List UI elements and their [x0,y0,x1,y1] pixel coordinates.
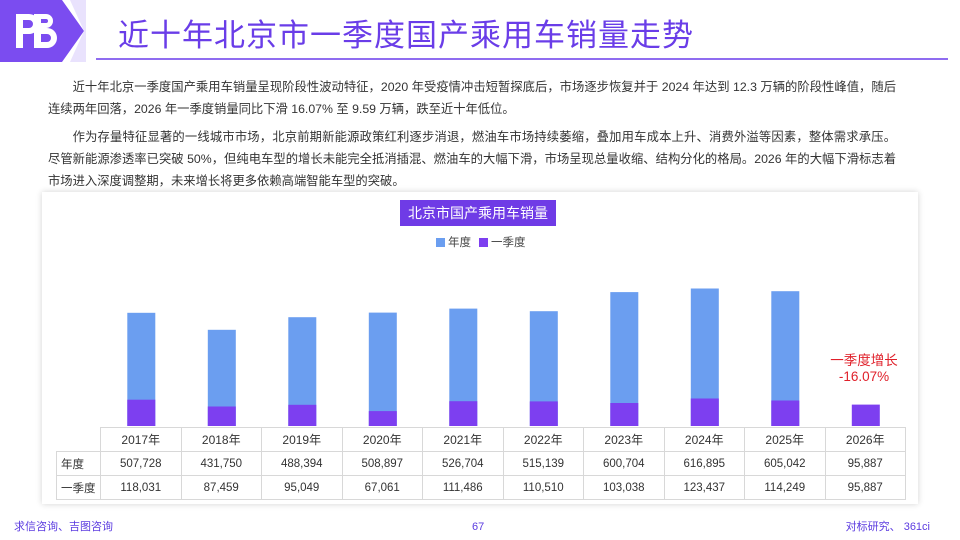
page-number: 67 [472,521,485,533]
year-header: 2020年 [341,427,423,452]
table-cell: 616,895 [663,451,745,476]
chart-title: 北京市国产乘用车销量 [400,200,556,226]
growth-annotation: 一季度增长 -16.07% [818,353,910,385]
table-cell: 103,038 [583,475,665,500]
year-header: 2021年 [422,427,504,452]
table-cell: 488,394 [261,451,343,476]
year-header: 2026年 [824,427,906,452]
summary-paragraph-2: 作为存量特征显著的一线城市市场，北京前期新能源政策红利逐步消退，燃油车市场持续萎… [48,130,896,188]
table-cell: 95,887 [824,475,906,500]
year-header: 2018年 [180,427,262,452]
footer-left-link[interactable]: 求信咨询、吉图咨询 [14,521,113,533]
table-cell: 114,249 [744,475,826,500]
table-cell: 87,459 [180,475,262,500]
row-label-annual: 年度 [56,451,101,476]
legend-swatch-annual [436,237,445,247]
table-cell: 118,031 [100,475,182,500]
year-header: 2017年 [100,427,182,452]
legend-item-annual: 年度 [436,234,471,250]
table-cell: 95,887 [824,451,906,476]
year-header: 2025年 [744,427,826,452]
table-cell: 123,437 [663,475,745,500]
year-header: 2022年 [502,427,584,452]
chart-legend: 年度 一季度 [436,234,534,250]
year-header: 2023年 [583,427,665,452]
year-header: 2024年 [663,427,745,452]
brand-logo [0,0,86,62]
legend-label-q1: 一季度 [491,237,526,249]
table-cell: 507,728 [100,451,182,476]
table-cell: 95,049 [261,475,343,500]
year-header: 2019年 [261,427,343,452]
table-cell: 111,486 [422,475,504,500]
legend-swatch-q1 [479,237,488,247]
page-title: 近十年北京市一季度国产乘用车销量走势 [118,18,694,53]
table-cell: 600,704 [583,451,665,476]
table-cell: 508,897 [341,451,423,476]
table-cell: 110,510 [502,475,584,500]
footer-right-link[interactable]: 对标研究、 361ci [845,521,930,533]
table-header-row: 2017年 2018年 2019年 2020年 2021年 2022年 2023… [57,427,906,452]
legend-item-q1: 一季度 [479,234,526,250]
table-row-q1: 一季度 118,031 87,459 95,049 67,061 111,486… [56,475,906,500]
annotation-label: 一季度增长 [830,353,898,368]
annotation-value: -16.07% [838,369,890,384]
table-cell: 67,061 [341,475,423,500]
table-cell: 605,042 [744,451,826,476]
legend-label-annual: 年度 [448,237,471,249]
table-row-annual: 年度 507,728 431,750 488,394 508,897 526,7… [56,451,906,476]
table-cell: 515,139 [502,451,584,476]
row-label-q1: 一季度 [56,475,101,500]
header-divider [96,58,948,60]
summary-paragraph-1: 近十年北京一季度国产乘用车销量呈现阶段性波动特征，2020 年受疫情冲击短暂探底… [48,80,896,116]
table-corner [57,428,101,452]
table-cell: 526,704 [422,451,504,476]
table-cell: 431,750 [180,451,262,476]
data-table: 2017年 2018年 2019年 2020年 2021年 2022年 2023… [56,427,906,500]
